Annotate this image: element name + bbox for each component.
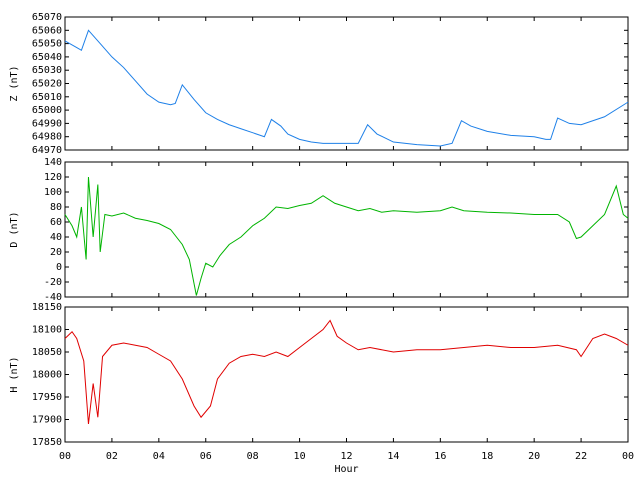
x-tick-label: 20 <box>528 451 540 462</box>
y-axis-label: Z (nT) <box>9 65 20 101</box>
x-tick-label: 08 <box>247 451 259 462</box>
y-tick-label: 80 <box>50 202 62 213</box>
y-axis-label: D (nT) <box>9 211 20 247</box>
y-tick-label: 65070 <box>32 12 62 23</box>
y-tick-label: -20 <box>44 277 62 288</box>
y-tick-label: 18150 <box>32 302 62 313</box>
y-tick-label: 60 <box>50 217 62 228</box>
y-tick-label: 18000 <box>32 370 62 381</box>
y-tick-label: 65020 <box>32 79 62 90</box>
trace <box>64 319 629 425</box>
y-tick-label: -40 <box>44 292 62 303</box>
y-axis-label: H (nT) <box>9 356 20 392</box>
y-tick-label: 0 <box>56 262 62 273</box>
x-tick-label: 16 <box>434 451 446 462</box>
y-tick-label: 100 <box>44 187 62 198</box>
y-tick-label: 64980 <box>32 132 62 143</box>
x-tick-label: 18 <box>481 451 493 462</box>
x-tick-label: 06 <box>200 451 212 462</box>
plot-frame <box>64 161 629 298</box>
y-tick-label: 18050 <box>32 347 62 358</box>
y-tick-label: 17900 <box>32 415 62 426</box>
y-tick-label: 65060 <box>32 25 62 36</box>
x-tick-label: 12 <box>340 451 352 462</box>
y-tick-label: 18100 <box>32 325 62 336</box>
plot-frame <box>64 16 629 151</box>
plot-frame <box>64 306 629 443</box>
y-tick-label: 65050 <box>32 39 62 50</box>
x-tick-label: 10 <box>294 451 306 462</box>
y-tick-label: 17850 <box>32 437 62 448</box>
y-tick-label: 65010 <box>32 92 62 103</box>
y-tick-label: 20 <box>50 247 62 258</box>
y-tick-label: 40 <box>50 232 62 243</box>
trace <box>64 176 629 296</box>
x-tick-label: 00 <box>59 451 71 462</box>
y-tick-label: 120 <box>44 172 62 183</box>
x-tick-label: 04 <box>153 451 165 462</box>
y-tick-label: 140 <box>44 157 62 168</box>
x-axis-label: Hour <box>334 464 358 475</box>
y-tick-label: 65040 <box>32 52 62 63</box>
x-tick-label: 22 <box>575 451 587 462</box>
x-tick-label: 14 <box>387 451 399 462</box>
trace <box>64 29 629 147</box>
y-tick-label: 64970 <box>32 145 62 156</box>
y-tick-label: 17950 <box>32 392 62 403</box>
y-tick-label: 64990 <box>32 118 62 129</box>
y-tick-label: 65000 <box>32 105 62 116</box>
x-tick-label: 00 <box>622 451 634 462</box>
y-tick-label: 65030 <box>32 65 62 76</box>
x-tick-label: 02 <box>106 451 118 462</box>
